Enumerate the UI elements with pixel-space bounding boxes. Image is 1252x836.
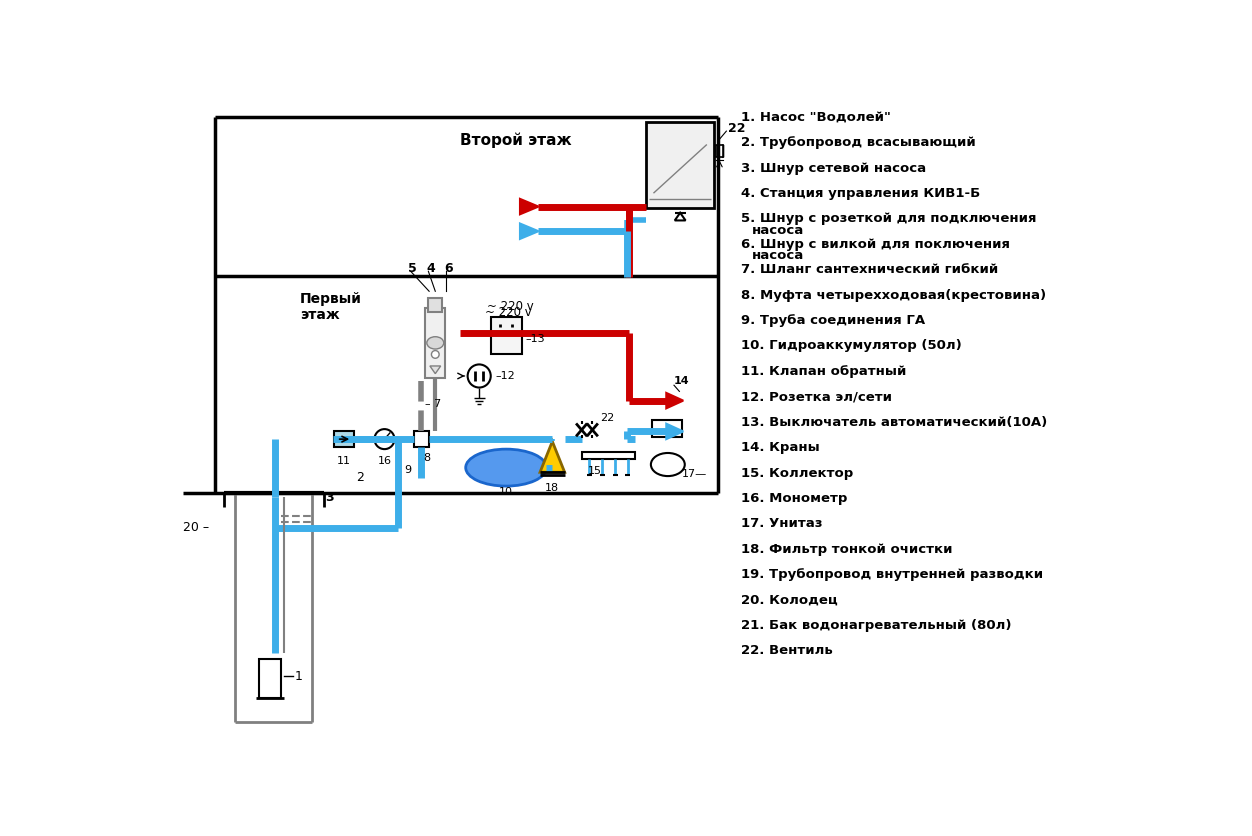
Polygon shape: [666, 393, 684, 408]
Text: 22. Вентиль: 22. Вентиль: [741, 645, 833, 657]
Ellipse shape: [651, 453, 685, 476]
Text: 16: 16: [378, 456, 392, 466]
Text: 9: 9: [404, 465, 412, 475]
Polygon shape: [716, 145, 724, 157]
Text: Второй этаж: Второй этаж: [459, 133, 572, 148]
Text: 15: 15: [587, 466, 602, 477]
Text: насоса: насоса: [751, 249, 804, 263]
Text: 4: 4: [426, 262, 434, 275]
Text: – 7: – 7: [426, 400, 442, 410]
Text: 19. Трубопровод внутренней разводки: 19. Трубопровод внутренней разводки: [741, 568, 1043, 581]
Polygon shape: [520, 223, 538, 239]
Bar: [413, 431, 429, 446]
Text: 11: 11: [337, 456, 351, 466]
Bar: [716, 145, 724, 157]
Text: 17. Унитаз: 17. Унитаз: [741, 517, 823, 530]
Text: 14: 14: [674, 376, 690, 386]
Text: 5: 5: [408, 262, 417, 275]
Circle shape: [374, 429, 394, 449]
Text: 1. Насос "Водолей": 1. Насос "Водолей": [741, 110, 891, 124]
Text: 8. Муфта четырехходовая(крестовина): 8. Муфта четырехходовая(крестовина): [741, 288, 1047, 302]
Text: 18. Фильтр тонкой очистки: 18. Фильтр тонкой очистки: [741, 543, 953, 556]
Text: 10. Гидроаккумулятор (50л): 10. Гидроаккумулятор (50л): [741, 339, 962, 353]
Polygon shape: [675, 212, 686, 221]
Text: 22: 22: [600, 412, 615, 422]
Text: Первый
этаж: Первый этаж: [299, 292, 362, 322]
Bar: [652, 420, 681, 437]
Text: 4. Станция управления КИВ1-Б: 4. Станция управления КИВ1-Б: [741, 187, 980, 200]
Bar: [259, 660, 280, 698]
Text: 6: 6: [444, 262, 453, 275]
Circle shape: [432, 350, 439, 359]
Text: 7. Шланг сантехнический гибкий: 7. Шланг сантехнический гибкий: [741, 263, 998, 276]
Polygon shape: [540, 441, 565, 472]
Text: ~ 220 v: ~ 220 v: [487, 300, 533, 314]
Bar: [426, 308, 446, 378]
Ellipse shape: [466, 449, 547, 486]
Text: ~ 220 v: ~ 220 v: [485, 306, 531, 319]
Text: насоса: насоса: [751, 224, 804, 237]
Bar: [334, 431, 354, 446]
Text: –13: –13: [526, 334, 545, 344]
Text: 14. Краны: 14. Краны: [741, 441, 820, 454]
Text: 3: 3: [326, 491, 334, 504]
Text: 11. Клапан обратный: 11. Клапан обратный: [741, 364, 906, 378]
Text: 13. Выключатель автоматический(10А): 13. Выключатель автоматический(10А): [741, 415, 1047, 429]
Text: 9. Труба соединения ГА: 9. Труба соединения ГА: [741, 314, 925, 327]
Bar: [491, 318, 522, 354]
Text: 3. Шнур сетевой насоса: 3. Шнур сетевой насоса: [741, 161, 926, 175]
Text: 15. Коллектор: 15. Коллектор: [741, 466, 853, 480]
Text: 2: 2: [356, 472, 364, 484]
Text: 20 –: 20 –: [183, 521, 209, 534]
Polygon shape: [666, 424, 684, 439]
Text: –12: –12: [496, 371, 515, 381]
Text: 18: 18: [545, 482, 558, 492]
Polygon shape: [520, 199, 538, 214]
Text: 2. Трубопровод всасывающий: 2. Трубопровод всасывающий: [741, 136, 975, 149]
Text: 10: 10: [498, 487, 512, 497]
Text: 16. Монометр: 16. Монометр: [741, 492, 848, 505]
Circle shape: [468, 364, 491, 388]
Bar: [428, 298, 442, 312]
Text: 20. Колодец: 20. Колодец: [741, 594, 838, 607]
Text: 17—: 17—: [681, 469, 707, 479]
Text: 1: 1: [294, 670, 302, 683]
Text: 5. Шнур с розеткой для подключения: 5. Шнур с розеткой для подключения: [741, 212, 1037, 226]
Bar: [646, 122, 714, 208]
Text: 8: 8: [423, 453, 431, 463]
Ellipse shape: [427, 337, 443, 349]
Text: 21. Бак водонагревательный (80л): 21. Бак водонагревательный (80л): [741, 619, 1012, 632]
Bar: [582, 452, 636, 459]
Text: 12. Розетка эл/сети: 12. Розетка эл/сети: [741, 390, 891, 403]
Text: 6. Шнур с вилкой для поключения: 6. Шнур с вилкой для поключения: [741, 237, 1010, 251]
Text: 22: 22: [727, 121, 745, 135]
Polygon shape: [429, 366, 441, 374]
